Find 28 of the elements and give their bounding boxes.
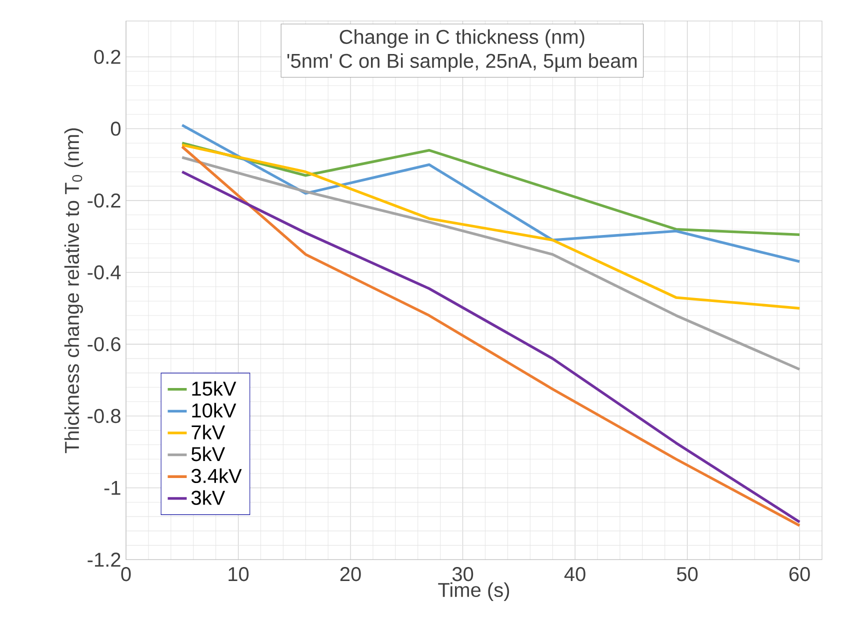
y-axis-title: Thickness change relative to T$_{0}$ (nm): [64, 128, 83, 454]
y-tick-label: -1: [104, 480, 120, 495]
x-axis-title: Time (s): [438, 582, 510, 601]
text: '5nm' C on Bi sample, 25nA, 5µm beam: [287, 53, 637, 72]
y-tick-label: 0.2: [94, 50, 120, 64]
x-tick-label: 60: [789, 567, 810, 582]
x-tick-label: 0: [121, 567, 131, 582]
x-tick-label: 40: [564, 567, 586, 582]
legend-label: 5kV: [192, 446, 226, 462]
y-tick-label: -1.2: [88, 552, 120, 567]
y-tick-label: -0.2: [88, 193, 120, 208]
y-tick-label: -0.8: [88, 408, 120, 424]
y-tick-label: 0: [110, 122, 120, 136]
line-series: [180, 156, 801, 371]
y-tick-label: -0.4: [88, 265, 121, 280]
line-series: [180, 124, 801, 263]
legend-label: 15kV: [192, 381, 236, 396]
legend-label: 7kV: [192, 424, 226, 440]
chart-title: Change in C thickness (nm): [340, 29, 584, 48]
x-tick-label: 50: [676, 567, 698, 582]
legend-label: 3kV: [191, 490, 226, 505]
line-series: [180, 144, 801, 310]
x-tick-label: 20: [340, 567, 361, 582]
legend-label: 10kV: [192, 402, 236, 418]
legend-label: 3.4kV: [191, 468, 242, 484]
y-tick-label: -0.6: [88, 337, 120, 352]
x-tick-label: 30: [452, 567, 474, 582]
x-tick-label: 10: [228, 567, 249, 582]
